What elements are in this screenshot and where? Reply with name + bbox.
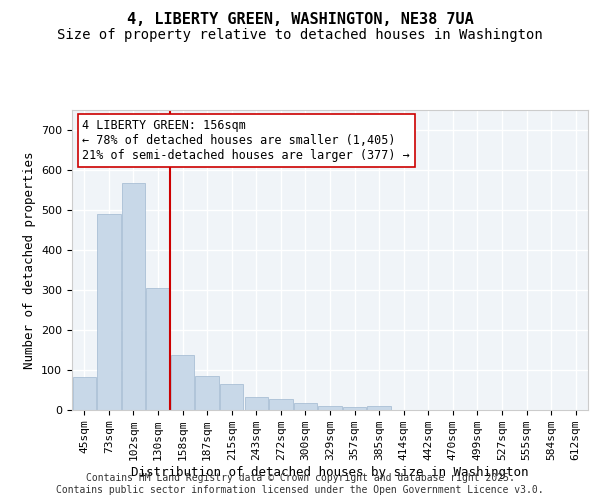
Bar: [319, 406, 341, 410]
Bar: [269, 399, 293, 410]
Bar: [171, 355, 194, 410]
Bar: [245, 397, 268, 410]
Bar: [294, 403, 317, 410]
Bar: [97, 214, 121, 410]
Text: Contains HM Land Registry data © Crown copyright and database right 2025.
Contai: Contains HM Land Registry data © Crown c…: [56, 474, 544, 495]
Bar: [73, 377, 96, 410]
Text: 4 LIBERTY GREEN: 156sqm
← 78% of detached houses are smaller (1,405)
21% of semi: 4 LIBERTY GREEN: 156sqm ← 78% of detache…: [82, 119, 410, 162]
Bar: [146, 288, 170, 410]
Text: 4, LIBERTY GREEN, WASHINGTON, NE38 7UA: 4, LIBERTY GREEN, WASHINGTON, NE38 7UA: [127, 12, 473, 28]
Bar: [367, 406, 391, 410]
Bar: [220, 384, 244, 410]
Bar: [343, 407, 366, 410]
Y-axis label: Number of detached properties: Number of detached properties: [23, 151, 35, 369]
Bar: [196, 376, 219, 410]
Bar: [122, 183, 145, 410]
X-axis label: Distribution of detached houses by size in Washington: Distribution of detached houses by size …: [131, 466, 529, 479]
Text: Size of property relative to detached houses in Washington: Size of property relative to detached ho…: [57, 28, 543, 42]
